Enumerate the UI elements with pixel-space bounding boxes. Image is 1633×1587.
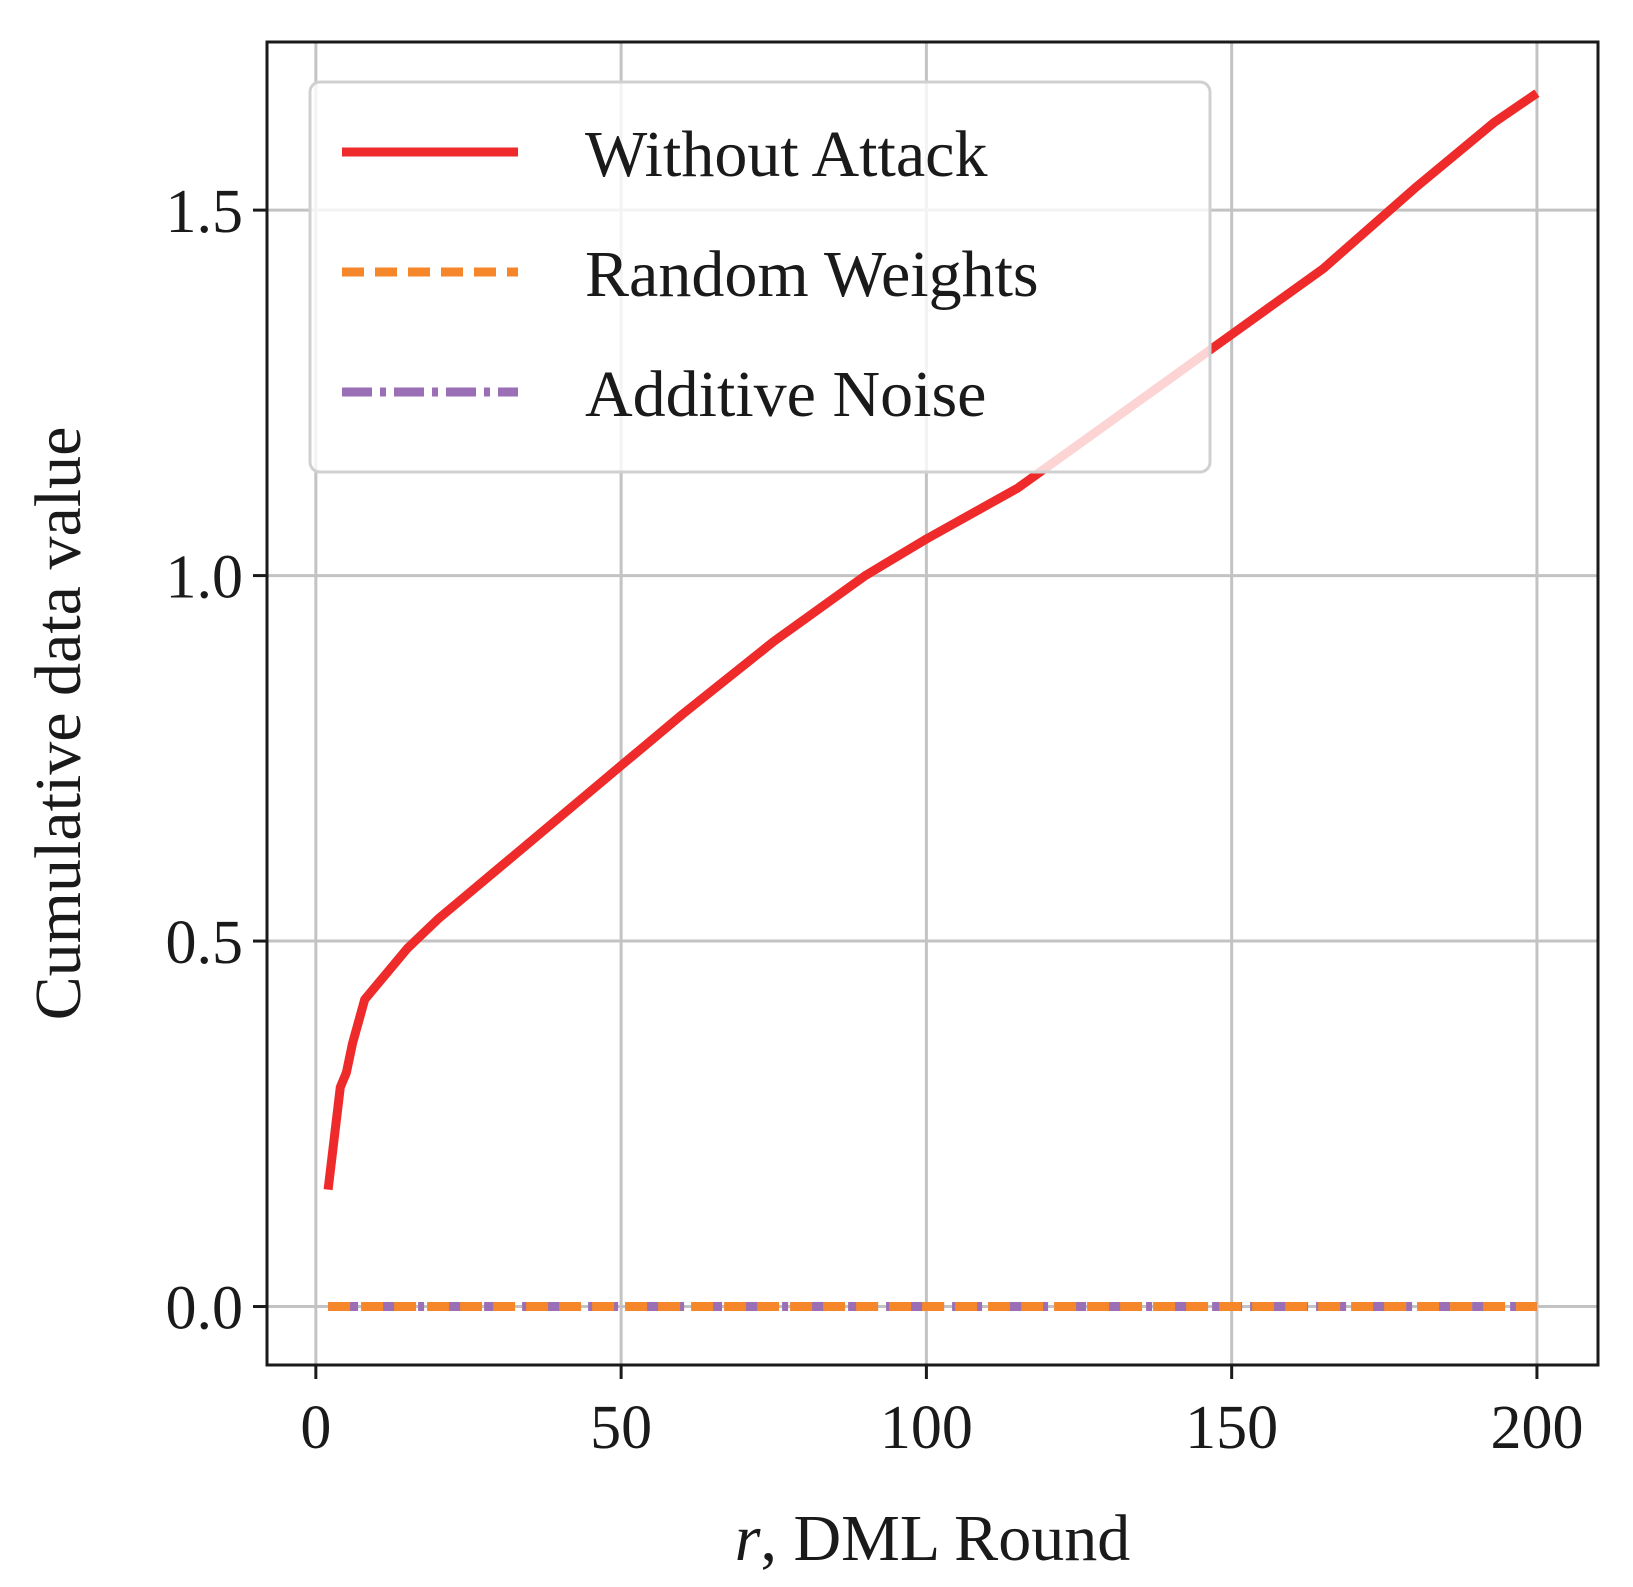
x-axis-variable: r: [735, 1502, 761, 1575]
legend-label: Without Attack: [585, 118, 987, 191]
y-axis-title: Cumulative data value: [22, 427, 95, 1021]
y-tick-label: 1.0: [166, 544, 244, 612]
x-tick-label: 100: [880, 1394, 973, 1462]
series-layer: [323, 89, 1540, 1311]
y-tick-label: 1.5: [166, 178, 244, 246]
x-tick-label: 200: [1490, 1394, 1583, 1462]
legend-label: Additive Noise: [585, 358, 986, 431]
legend: Without Attack Random Weights Additive Noi…: [308, 80, 1212, 474]
ticks: 0 50 100 150 200 0.0 0.5 1.0 1.5: [166, 178, 1584, 1462]
x-axis-title-text: , DML Round: [760, 1502, 1130, 1575]
legend-label: Random Weights: [585, 238, 1039, 311]
plot-frame: [265, 40, 1600, 1367]
legend-box: [308, 80, 1212, 474]
y-tick-label: 0.0: [166, 1275, 244, 1343]
x-tick-label: 0: [300, 1394, 331, 1462]
y-tick-label: 0.5: [166, 909, 244, 977]
x-tick-label: 50: [590, 1394, 652, 1462]
series-line: [323, 89, 1540, 1191]
x-tick-label: 150: [1185, 1394, 1278, 1462]
x-axis-title: r, DML Round: [735, 1502, 1130, 1575]
